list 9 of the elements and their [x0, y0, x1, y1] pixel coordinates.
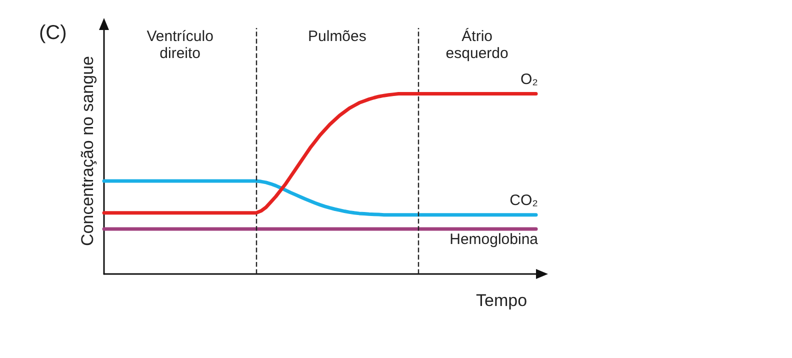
series-label: O₂ [520, 70, 538, 88]
series-label: Hemoglobina [450, 230, 539, 248]
x-axis-title: Tempo [476, 291, 528, 310]
text: Átrio esquerdo [446, 27, 508, 62]
y-axis-title: Concentração no sangue [78, 56, 97, 246]
text: Ventrículo direito [146, 28, 214, 62]
series-label: CO₂ [510, 192, 538, 209]
text: Pulmões [308, 28, 366, 45]
chart-title: (C) [39, 22, 67, 44]
